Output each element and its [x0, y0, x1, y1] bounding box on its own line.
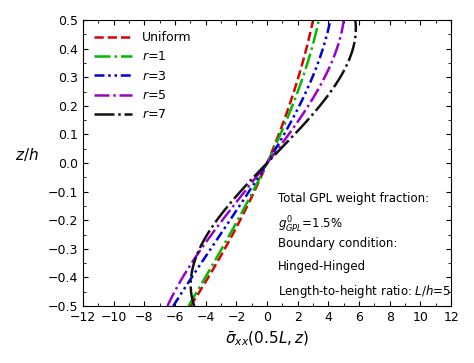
- Legend: Uniform, $r$=1, $r$=3, $r$=5, $r$=7: Uniform, $r$=1, $r$=3, $r$=5, $r$=7: [90, 26, 197, 126]
- Y-axis label: $z / h$: $z / h$: [15, 146, 39, 163]
- Text: $g^0_{GPL}$=1.5%: $g^0_{GPL}$=1.5%: [278, 215, 343, 234]
- Text: Total GPL weight fraction:: Total GPL weight fraction:: [278, 192, 429, 205]
- Text: Length-to-height ratio: $L/h$=5: Length-to-height ratio: $L/h$=5: [278, 283, 451, 300]
- Text: Boundary condition:: Boundary condition:: [278, 237, 398, 250]
- X-axis label: $\bar{\sigma}_{xx}(0.5L, z)$: $\bar{\sigma}_{xx}(0.5L, z)$: [225, 330, 309, 348]
- Text: Hinged-Hinged: Hinged-Hinged: [278, 260, 366, 273]
